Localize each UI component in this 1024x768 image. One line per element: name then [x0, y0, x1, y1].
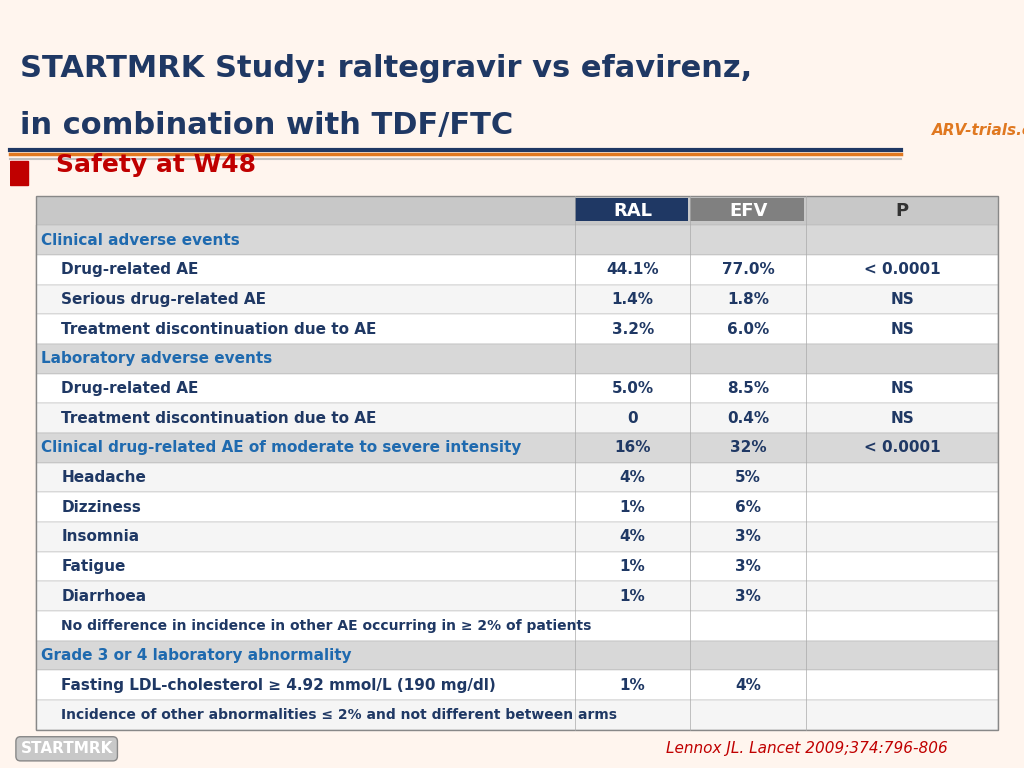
Text: 5%: 5%: [735, 470, 761, 485]
Text: Laboratory adverse events: Laboratory adverse events: [41, 351, 272, 366]
Bar: [36, 196, 998, 225]
Bar: [36, 433, 998, 462]
Text: Treatment discontinuation due to AE: Treatment discontinuation due to AE: [61, 322, 377, 336]
Text: 5.0%: 5.0%: [611, 381, 653, 396]
Text: Incidence of other abnormalities ≤ 2% and not different between arms: Incidence of other abnormalities ≤ 2% an…: [61, 708, 617, 722]
Text: 1%: 1%: [620, 499, 645, 515]
Text: 3.2%: 3.2%: [611, 322, 653, 336]
Text: EFV: EFV: [729, 201, 767, 220]
Bar: [36, 492, 998, 522]
Bar: [36, 551, 998, 581]
Bar: [36, 700, 998, 730]
Text: 1.8%: 1.8%: [727, 292, 769, 307]
Bar: [36, 522, 998, 551]
Text: < 0.0001: < 0.0001: [864, 262, 940, 277]
Text: Drug-related AE: Drug-related AE: [61, 262, 199, 277]
Text: 3%: 3%: [735, 529, 761, 545]
Bar: [36, 255, 998, 284]
Bar: [690, 198, 804, 221]
Text: 3%: 3%: [735, 588, 761, 604]
Text: Insomnia: Insomnia: [61, 529, 139, 545]
Text: 32%: 32%: [730, 440, 766, 455]
Text: Diarrhoea: Diarrhoea: [61, 588, 146, 604]
Bar: [36, 196, 998, 730]
Text: 6.0%: 6.0%: [727, 322, 769, 336]
Text: 4%: 4%: [620, 470, 645, 485]
Text: 6%: 6%: [735, 499, 761, 515]
Text: 1%: 1%: [620, 559, 645, 574]
Text: NS: NS: [890, 322, 914, 336]
Text: Treatment discontinuation due to AE: Treatment discontinuation due to AE: [61, 411, 377, 425]
Text: NS: NS: [890, 292, 914, 307]
Text: ARV-trials.com: ARV-trials.com: [932, 123, 1024, 138]
Bar: [36, 344, 998, 373]
Text: 77.0%: 77.0%: [722, 262, 774, 277]
Text: Clinical drug-related AE of moderate to severe intensity: Clinical drug-related AE of moderate to …: [41, 440, 521, 455]
Text: Fatigue: Fatigue: [61, 559, 126, 574]
Text: Grade 3 or 4 laboratory abnormality: Grade 3 or 4 laboratory abnormality: [41, 648, 351, 663]
Text: Drug-related AE: Drug-related AE: [61, 381, 199, 396]
Text: 1%: 1%: [620, 588, 645, 604]
Text: 16%: 16%: [614, 440, 651, 455]
Bar: [10, 161, 28, 185]
Bar: [36, 225, 998, 255]
Text: Safety at W48: Safety at W48: [56, 153, 256, 177]
Text: No difference in incidence in other AE occurring in ≥ 2% of patients: No difference in incidence in other AE o…: [61, 619, 592, 633]
Bar: [36, 581, 998, 611]
Bar: [36, 641, 998, 670]
Bar: [36, 611, 998, 641]
Bar: [36, 462, 998, 492]
Text: 3%: 3%: [735, 559, 761, 574]
Text: Clinical adverse events: Clinical adverse events: [41, 233, 240, 247]
Text: 0.4%: 0.4%: [727, 411, 769, 425]
Text: Dizziness: Dizziness: [61, 499, 141, 515]
Text: Headache: Headache: [61, 470, 146, 485]
Bar: [36, 284, 998, 314]
Bar: [36, 373, 998, 403]
Text: 4%: 4%: [620, 529, 645, 545]
Text: NS: NS: [890, 381, 914, 396]
Text: 44.1%: 44.1%: [606, 262, 658, 277]
Text: in combination with TDF/FTC: in combination with TDF/FTC: [20, 111, 514, 141]
Bar: [36, 403, 998, 433]
Text: NS: NS: [890, 411, 914, 425]
Bar: [36, 314, 998, 344]
Text: Lennox JL. Lancet 2009;374:796-806: Lennox JL. Lancet 2009;374:796-806: [666, 741, 947, 756]
Text: Fasting LDL-cholesterol ≥ 4.92 mmol/L (190 mg/dl): Fasting LDL-cholesterol ≥ 4.92 mmol/L (1…: [61, 677, 497, 693]
Text: P: P: [896, 201, 908, 220]
Text: RAL: RAL: [613, 201, 652, 220]
Text: < 0.0001: < 0.0001: [864, 440, 940, 455]
Text: 8.5%: 8.5%: [727, 381, 769, 396]
Text: STARTMRK Study: raltegravir vs efavirenz,: STARTMRK Study: raltegravir vs efavirenz…: [20, 54, 753, 83]
Text: 1%: 1%: [620, 677, 645, 693]
Text: 4%: 4%: [735, 677, 761, 693]
Bar: [36, 670, 998, 700]
Text: 0: 0: [628, 411, 638, 425]
Text: STARTMRK: STARTMRK: [20, 741, 113, 756]
Text: 1.4%: 1.4%: [611, 292, 653, 307]
Bar: [574, 198, 688, 221]
Text: Serious drug-related AE: Serious drug-related AE: [61, 292, 266, 307]
